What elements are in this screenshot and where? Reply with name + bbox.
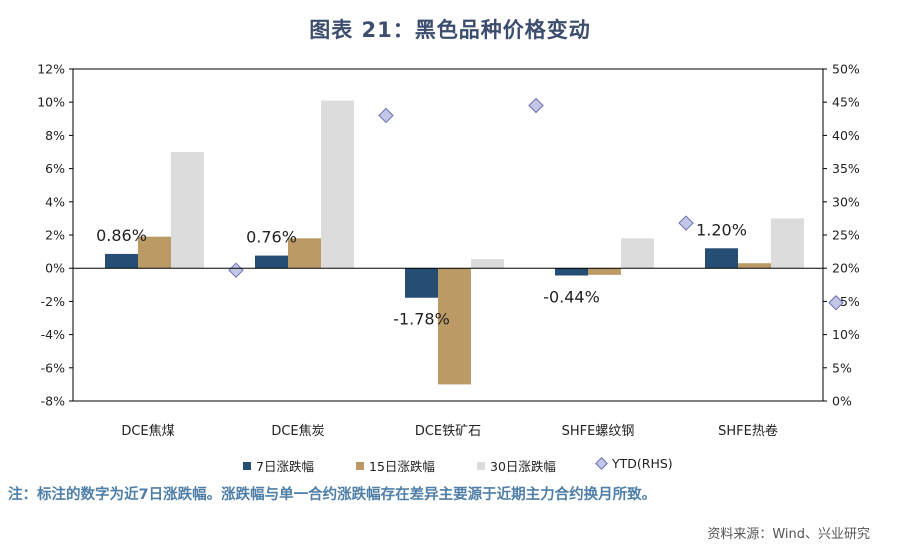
x-tick-label: SHFE螺纹钢 <box>562 424 635 439</box>
ytd-point <box>678 215 694 231</box>
y-tick-label: 8% <box>45 128 65 143</box>
x-tick-label: DCE焦炭 <box>271 424 324 439</box>
y2-tick-label: 35% <box>832 161 860 176</box>
y2-tick-label: 30% <box>832 194 860 209</box>
bar-15d <box>138 236 171 269</box>
data-label: 0.86% <box>96 226 147 245</box>
bar-30d <box>771 218 804 269</box>
bar-30d <box>321 100 354 269</box>
y2-tick-label: 10% <box>832 327 860 342</box>
legend: 7日涨跌幅 15日涨跌幅 30日涨跌幅 YTD(RHS) <box>0 456 900 474</box>
legend-swatch-30d <box>477 461 485 470</box>
bar-15d <box>738 263 771 269</box>
data-label: -0.44% <box>543 288 600 307</box>
y2-tick-label: 45% <box>832 95 860 110</box>
y-tick-label: -2% <box>41 294 65 309</box>
bar-30d <box>471 259 504 269</box>
legend-label-ytd: YTD(RHS) <box>612 456 673 471</box>
y2-tick-label: 20% <box>832 261 860 276</box>
legend-label-15d: 15日涨跌幅 <box>369 459 435 474</box>
chart-note: 注：标注的数字为近7日涨跌幅。涨跌幅与单一合约涨跌幅存在差异主要源于近期主力合约… <box>8 487 657 503</box>
legend-swatch-15d <box>356 461 364 470</box>
y2-tick-label: 40% <box>832 128 860 143</box>
bar-7d <box>255 255 288 269</box>
y-tick-label: 6% <box>45 161 65 176</box>
ytd-point <box>828 295 844 311</box>
bar-7d <box>405 268 438 298</box>
y-tick-label: -6% <box>41 360 65 375</box>
legend-item-30d: 30日涨跌幅 <box>477 456 556 475</box>
legend-item-ytd: YTD(RHS) <box>595 456 673 471</box>
y2-tick-label: 0% <box>832 394 852 409</box>
y2-tick-label: 25% <box>832 228 860 243</box>
source-text: 资料来源：Wind、兴业研究 <box>707 527 870 542</box>
ytd-point <box>528 97 544 114</box>
y2-tick-label: 50% <box>832 62 860 77</box>
bar-7d <box>555 268 588 276</box>
y2-tick-label: 5% <box>832 360 852 375</box>
bar-30d <box>171 152 204 269</box>
data-label: -1.78% <box>393 310 450 329</box>
x-tick-label: DCE焦煤 <box>121 424 174 439</box>
legend-item-15d: 15日涨跌幅 <box>356 456 435 475</box>
y-tick-label: 10% <box>37 95 65 110</box>
ytd-point <box>228 262 244 278</box>
bar-15d <box>438 268 471 385</box>
y-tick-label: 12% <box>37 62 65 77</box>
legend-diamond-icon <box>595 457 608 470</box>
legend-label-30d: 30日涨跌幅 <box>490 459 556 474</box>
legend-item-7d: 7日涨跌幅 <box>243 456 314 475</box>
y-tick-label: -4% <box>41 327 65 342</box>
bar-15d <box>588 268 621 275</box>
bar-30d <box>621 238 654 269</box>
y-tick-label: 0% <box>45 261 65 276</box>
bar-15d <box>288 238 321 269</box>
x-tick-label: SHFE热卷 <box>718 423 778 439</box>
data-label: 1.20% <box>696 220 747 239</box>
y-tick-label: -8% <box>41 394 65 409</box>
y-tick-label: 2% <box>45 228 65 243</box>
legend-swatch-7d <box>243 461 251 470</box>
bar-7d <box>105 253 138 269</box>
bar-7d <box>705 248 738 269</box>
y-tick-label: 4% <box>45 194 65 209</box>
data-label: 0.76% <box>246 228 297 247</box>
x-tick-label: DCE铁矿石 <box>415 424 481 439</box>
chart-title: 图表 21：黑色品种价格变动 <box>309 18 591 42</box>
legend-label-7d: 7日涨跌幅 <box>256 459 314 474</box>
ytd-point <box>378 107 394 124</box>
